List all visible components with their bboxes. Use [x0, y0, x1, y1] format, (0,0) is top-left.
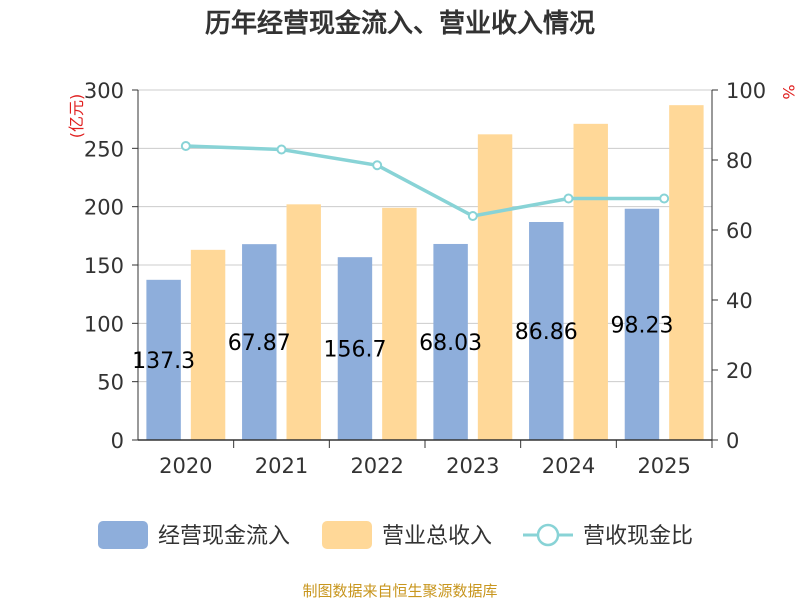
y-left-tick-label: 0 [111, 429, 124, 453]
legend-label-cash-inflow[interactable]: 经营现金流入 [158, 524, 290, 549]
y-right-tick-label: 100 [726, 79, 766, 103]
x-tick-label: 2020 [159, 454, 212, 478]
y-left-tick-label: 250 [84, 137, 124, 161]
line-point[interactable] [563, 193, 574, 204]
y-left-tick-label: 300 [84, 79, 124, 103]
y-right-tick-label: 40 [726, 289, 753, 313]
y-left-tick-label: 100 [84, 312, 124, 336]
chart-title: 历年经营现金流入、营业收入情况 [205, 8, 595, 39]
line-point[interactable] [467, 211, 478, 221]
bar-revenue[interactable] [573, 123, 608, 440]
bar-revenue[interactable] [669, 105, 704, 441]
line-ratio [185, 144, 665, 218]
x-tick-label: 2021 [255, 454, 308, 478]
bar-series [146, 105, 704, 441]
bar-cash-inflow[interactable] [242, 244, 277, 440]
bar-cash-inflow[interactable] [337, 257, 373, 440]
bar-data-label: 68.03 [419, 331, 482, 356]
source-note: 制图数据来自恒生聚源数据库 [302, 582, 497, 600]
bar-revenue[interactable] [190, 249, 226, 440]
legend-swatch-revenue[interactable] [322, 521, 372, 549]
line-point[interactable] [659, 193, 670, 204]
bar-cash-inflow[interactable] [146, 279, 181, 440]
y-left-unit: (亿元) [67, 94, 86, 139]
y-right-tick-label: 20 [726, 359, 753, 383]
line-point[interactable] [276, 144, 287, 155]
y-left-tick-label: 200 [84, 196, 124, 220]
legend-marker-ratio[interactable] [536, 523, 560, 547]
bar-data-label: 86.86 [515, 320, 578, 345]
legend-label-ratio[interactable]: 营收现金比 [583, 524, 693, 549]
x-tick-label: 2023 [446, 454, 499, 478]
x-tick-label: 2024 [542, 454, 595, 478]
bar-cash-inflow[interactable] [529, 221, 564, 440]
y-right-tick-label: 60 [726, 219, 753, 243]
axes: 0 50 100 150 200 250 300 0 20 40 60 80 100 2020 2021 20… [84, 79, 766, 478]
line-point[interactable] [372, 160, 383, 171]
y-left-tick-label: 150 [84, 254, 124, 278]
bar-data-label: 98.23 [610, 313, 673, 338]
x-tick-label: 2025 [637, 454, 690, 478]
bar-cash-inflow[interactable] [624, 208, 660, 440]
line-series [180, 141, 670, 221]
bar-data-label: 67.87 [228, 331, 291, 356]
y-left-tick-label: 50 [97, 371, 124, 395]
legend[interactable]: 经营现金流入 营业总收入 营收现金比 [98, 521, 693, 549]
y-right-unit: % [779, 84, 798, 99]
bar-cash-inflow[interactable] [433, 243, 468, 440]
legend-swatch-cash-inflow[interactable] [98, 521, 148, 549]
bar-data-label: 156.7 [323, 338, 386, 363]
legend-label-revenue[interactable]: 营业总收入 [382, 524, 492, 549]
data-labels: 137.3 67.87 156.7 68.03 86.86 98.23 [132, 313, 673, 374]
x-tick-label: 2022 [350, 454, 403, 478]
bar-revenue[interactable] [286, 204, 321, 440]
line-point[interactable] [180, 141, 191, 151]
y-right-tick-label: 80 [726, 149, 753, 173]
bar-revenue[interactable] [382, 207, 417, 440]
bar-revenue[interactable] [477, 134, 513, 441]
y-right-tick-label: 0 [726, 429, 739, 453]
bar-data-label: 137.3 [132, 349, 195, 374]
